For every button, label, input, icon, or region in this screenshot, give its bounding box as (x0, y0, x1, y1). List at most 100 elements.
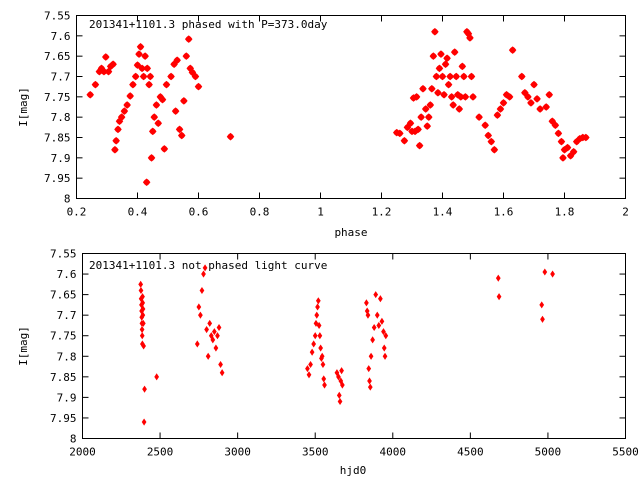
data-point (374, 311, 380, 319)
data-point (339, 367, 344, 375)
data-point (199, 286, 205, 295)
data-point (138, 64, 146, 73)
data-point (309, 348, 315, 356)
data-point (133, 61, 142, 69)
y-tick-label: 7.9 (51, 152, 71, 165)
data-point (226, 132, 235, 141)
data-point (383, 332, 389, 340)
data-point (496, 105, 505, 113)
data-point (317, 332, 323, 340)
data-point (142, 385, 147, 393)
data-point (414, 125, 422, 134)
chart-title: 201341+1101.3 phased with P=373.0day (89, 18, 328, 31)
data-point (120, 107, 129, 115)
data-point (140, 305, 146, 313)
data-point (135, 50, 143, 58)
data-point (111, 145, 119, 154)
data-point (129, 80, 137, 89)
x-tick-label: 3500 (302, 446, 329, 459)
data-point (139, 332, 145, 340)
x-tick-label: 1.4 (433, 206, 453, 219)
data-point (207, 319, 213, 327)
data-point (505, 93, 514, 101)
data-point (150, 113, 159, 121)
x-tick-label: 4500 (457, 446, 484, 459)
data-point (467, 72, 476, 81)
x-tick-label: 0.2 (67, 206, 87, 219)
data-point (86, 91, 94, 99)
y-tick-label: 7.85 (44, 132, 71, 145)
data-point (340, 381, 345, 389)
data-point (539, 301, 545, 309)
data-point (131, 72, 140, 81)
data-point (551, 121, 560, 130)
data-point (382, 352, 388, 360)
data-point (484, 131, 493, 140)
x-tick-label: 1.8 (555, 206, 575, 219)
y-tick-label: 7.95 (50, 412, 77, 425)
data-point (481, 121, 489, 130)
data-point (215, 332, 220, 340)
data-point (434, 89, 442, 97)
data-point (437, 50, 445, 58)
data-point (138, 286, 144, 295)
y-tick-label: 7.6 (57, 268, 77, 281)
data-point (460, 72, 468, 81)
data-point (495, 274, 501, 282)
data-point (102, 53, 110, 61)
data-point (320, 360, 326, 369)
data-point (367, 383, 373, 391)
data-point (219, 369, 225, 377)
data-point (550, 270, 555, 278)
data-point (198, 311, 203, 319)
data-point (530, 80, 538, 89)
data-point (154, 119, 162, 128)
data-point (314, 311, 320, 319)
y-tick-label: 7.65 (44, 50, 71, 63)
plot-frame (76, 15, 626, 199)
data-point (450, 48, 459, 56)
y-tick-label: 7.8 (51, 111, 71, 124)
data-point (563, 143, 572, 152)
x-tick-label: 1.2 (372, 206, 392, 219)
x-tick-label: 0.4 (128, 206, 148, 219)
data-point (368, 352, 374, 360)
data-point (114, 125, 122, 134)
data-point (136, 43, 145, 51)
data-point (194, 82, 203, 91)
data-point (499, 99, 508, 107)
data-point (431, 28, 439, 36)
x-tick-label: 2000 (69, 446, 96, 459)
x-tick-label: 2 (622, 206, 629, 219)
x-axis: 2000 2500 3000 3500 4000 4500 5000 5500 (69, 253, 639, 459)
data-point (100, 67, 108, 76)
data-point (308, 360, 313, 369)
data-point (444, 80, 453, 89)
data-point (396, 129, 404, 138)
y-axis: 7.55 7.6 7.65 7.7 7.75 7.8 7.85 7.9 7.95 8 (44, 10, 626, 206)
data-point (469, 93, 477, 101)
data-point (364, 299, 369, 307)
data-point (426, 101, 435, 109)
data-point (126, 92, 134, 100)
data-point (162, 80, 171, 89)
data-point (423, 122, 432, 130)
data-point (140, 319, 146, 327)
data-point (475, 113, 483, 121)
data-point (141, 52, 149, 60)
data-point (443, 54, 451, 62)
data-point (160, 145, 169, 153)
data-point (446, 72, 454, 81)
data-point (508, 46, 517, 54)
data-point (123, 101, 131, 109)
data-point (194, 340, 200, 348)
data-point (428, 84, 436, 93)
data-point (429, 52, 438, 60)
data-point (461, 93, 470, 101)
data-point (180, 97, 188, 105)
y-tick-label: 7.8 (57, 350, 77, 363)
data-point (138, 280, 144, 288)
data-point (524, 93, 532, 101)
data-point (569, 147, 578, 156)
data-point (177, 131, 186, 140)
